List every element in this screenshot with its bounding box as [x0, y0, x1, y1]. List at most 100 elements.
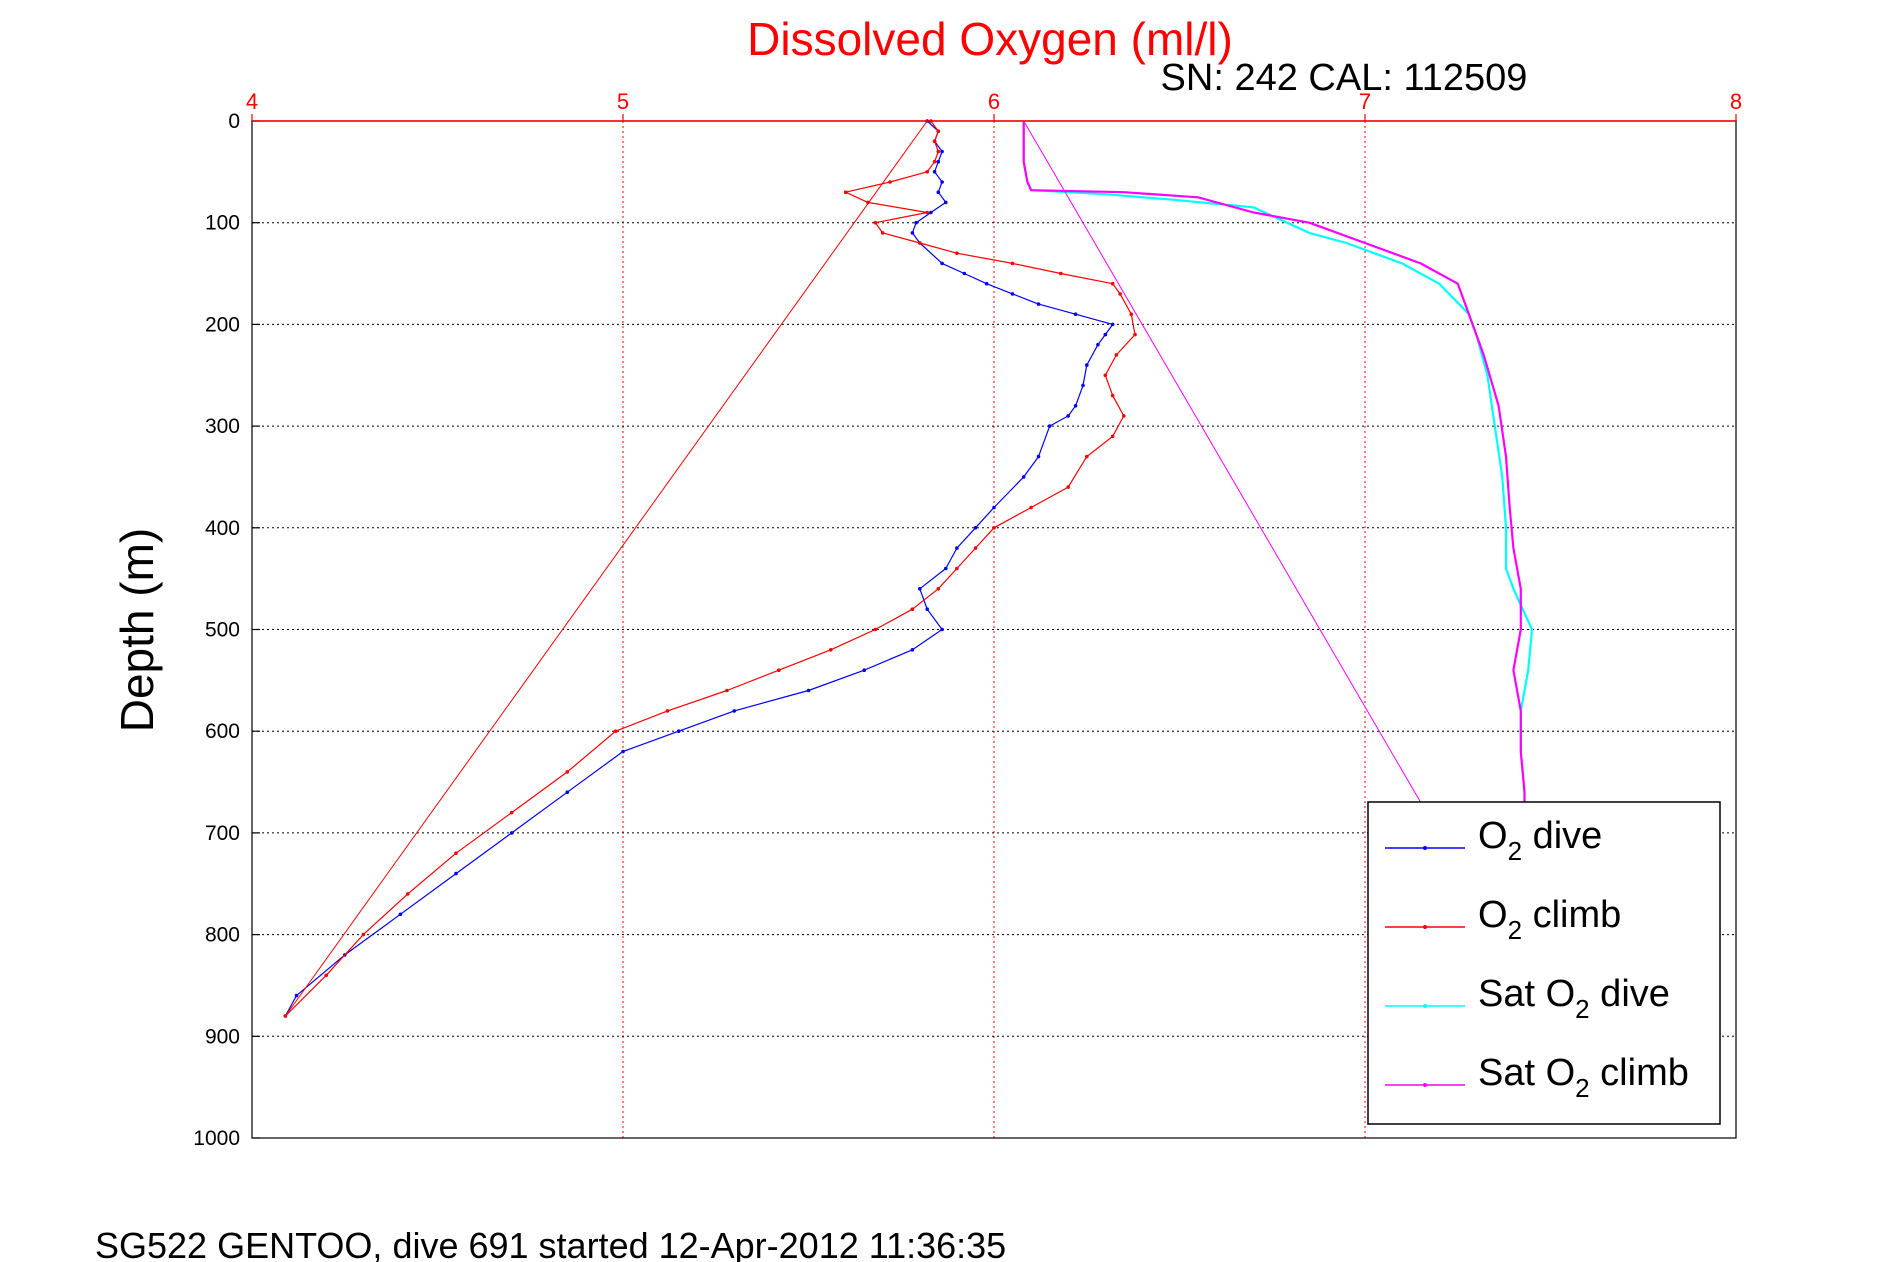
data-point-o2-climb — [936, 129, 941, 133]
legend-swatch-marker — [1423, 1004, 1427, 1008]
legend-box — [1367, 801, 1721, 1125]
x-tick-label: 6 — [988, 89, 1000, 114]
data-point-o2-climb — [1114, 353, 1119, 357]
y-tick-label: 1000 — [193, 1127, 240, 1150]
y-tick-label: 100 — [205, 212, 240, 235]
data-point-o2-climb — [324, 973, 329, 978]
data-point-o2-dive — [925, 607, 929, 611]
data-point-o2-climb — [1110, 393, 1115, 398]
data-point-o2-climb — [454, 851, 458, 855]
data-point-o2-climb — [936, 587, 941, 591]
data-point-o2-climb — [932, 139, 937, 144]
data-point-o2-climb — [888, 180, 892, 184]
data-point-o2-climb — [1059, 271, 1063, 276]
data-point-o2-climb — [1066, 485, 1070, 489]
legend-swatch-marker — [1423, 925, 1427, 929]
data-point-o2-dive — [806, 688, 811, 693]
data-point-o2-dive — [932, 170, 937, 174]
data-point-o2-climb — [973, 546, 978, 550]
legend-swatch-marker — [1423, 846, 1427, 850]
data-point-o2-dive — [1036, 454, 1041, 459]
data-point-o2-climb — [509, 810, 514, 815]
x-tick-label: 5 — [617, 89, 629, 114]
data-point-o2-climb — [665, 709, 670, 713]
data-point-o2-dive — [1047, 424, 1052, 428]
data-point-o2-climb — [613, 729, 618, 733]
data-point-o2-climb — [1129, 312, 1134, 317]
y-tick-label: 700 — [205, 822, 240, 845]
data-point-o2-climb — [1110, 434, 1115, 439]
legend: O2 dive O2 climb Sat O2 dive Sat O2 climb — [1367, 801, 1721, 1125]
footer-caption: SG522 GENTOO, dive 691 started 12-Apr-20… — [95, 1225, 1006, 1262]
data-point-o2-dive — [565, 790, 570, 794]
data-point-o2-dive — [940, 627, 944, 632]
data-point-o2-dive — [621, 749, 625, 754]
chart-subtitle: SN: 242 CAL: 112509 — [1161, 57, 1528, 99]
data-point-o2-dive — [955, 546, 959, 550]
x-tick-label: 7 — [1359, 89, 1371, 114]
y-tick-label: 300 — [205, 415, 240, 438]
data-point-o2-dive — [1036, 302, 1041, 306]
data-point-o2-dive — [914, 220, 918, 225]
chart-title: Dissolved Oxygen (ml/l) — [747, 13, 1233, 65]
data-point-o2-dive — [910, 231, 915, 235]
data-point-o2-climb — [725, 688, 729, 693]
data-point-o2-climb — [843, 190, 848, 194]
data-point-o2-dive — [1081, 383, 1085, 388]
legend-entry-label: O2 climb — [1478, 894, 1621, 945]
data-point-o2-dive — [1073, 312, 1078, 317]
legend-entry-label: O2 dive — [1478, 815, 1602, 866]
data-point-o2-climb — [955, 566, 959, 571]
data-point-o2-dive — [862, 668, 866, 672]
data-point-o2-dive — [676, 729, 681, 733]
data-point-o2-dive — [936, 159, 941, 164]
data-point-o2-dive — [1010, 292, 1015, 296]
data-point-o2-dive — [940, 261, 944, 266]
y-axis-label: Depth (m) — [111, 528, 163, 732]
data-point-o2-dive — [973, 526, 978, 530]
data-point-o2-climb — [1133, 332, 1137, 337]
legend-entry-label: Sat O2 dive — [1478, 973, 1670, 1024]
data-point-o2-climb — [880, 231, 885, 235]
y-tick-label: 600 — [205, 720, 240, 743]
data-point-o2-dive — [1103, 332, 1108, 337]
series-line-sat-o2-climb-reference-line — [1023, 120, 1422, 803]
axis-ticks: 4 5 6 7 8 0 100 200 300 400 500 600 700 800 900 1000 — [193, 89, 1742, 1150]
data-point-o2-dive — [940, 149, 944, 154]
data-point-o2-climb — [1029, 505, 1033, 510]
data-point-o2-climb — [1110, 281, 1115, 286]
data-point-o2-dive — [398, 912, 403, 917]
legend-swatch-marker — [1423, 1083, 1427, 1087]
data-point-o2-dive — [509, 831, 514, 835]
data-point-o2-climb — [873, 220, 878, 225]
data-point-o2-dive — [294, 993, 299, 998]
data-point-o2-climb — [1010, 261, 1015, 266]
data-point-o2-climb — [829, 648, 833, 652]
y-tick-label: 900 — [205, 1025, 240, 1048]
data-point-o2-dive — [944, 200, 948, 205]
data-point-o2-dive — [1096, 342, 1100, 347]
x-tick-label: 4 — [246, 89, 258, 114]
data-point-o2-dive — [936, 190, 941, 194]
data-point-o2-dive — [944, 566, 948, 571]
data-point-o2-climb — [955, 251, 959, 255]
data-point-o2-dive — [1066, 414, 1070, 418]
series-line-o2-climb-reference-line — [284, 120, 928, 1017]
data-point-o2-climb — [777, 668, 781, 672]
data-point-o2-dive — [1085, 363, 1089, 367]
y-tick-label: 500 — [205, 619, 240, 642]
data-point-o2-dive — [940, 180, 944, 184]
data-point-o2-climb — [992, 526, 996, 530]
series-line-o2-climb — [284, 120, 1136, 1017]
data-point-o2-climb — [1085, 454, 1089, 459]
data-point-o2-climb — [1118, 292, 1122, 296]
data-point-o2-climb — [918, 241, 922, 245]
series-line-sat-o2-climb — [1022, 121, 1526, 813]
data-point-o2-dive — [454, 871, 458, 876]
data-point-o2-dive — [1021, 475, 1026, 479]
data-point-o2-dive — [984, 281, 989, 286]
data-point-o2-climb — [1122, 414, 1126, 418]
data-point-o2-climb — [925, 170, 929, 174]
data-point-o2-climb — [565, 770, 570, 774]
